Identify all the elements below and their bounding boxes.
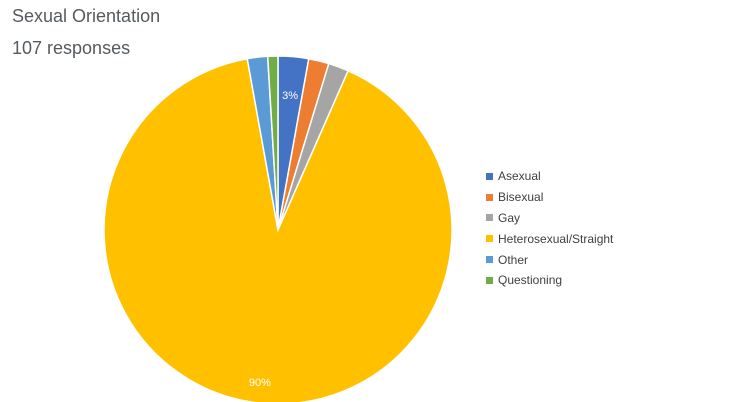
legend-swatch <box>486 172 493 180</box>
legend-label: Bisexual <box>498 190 544 205</box>
pie-slice-questioning <box>266 55 279 231</box>
legend-label: Heterosexual/Straight <box>498 231 614 246</box>
data-label-heterosexual-straight: 90% <box>249 377 271 389</box>
legend-swatch <box>486 276 493 284</box>
chart-subtitle: 107 responses <box>12 38 131 58</box>
legend-item-heterosexual-straight: Heterosexual/Straight <box>486 228 613 249</box>
legend-item-gay: Gay <box>486 208 613 229</box>
pie-slice-heterosexual-straight <box>103 57 453 402</box>
chart-title: Sexual Orientation <box>12 6 161 26</box>
data-label-asexual: 3% <box>282 90 298 102</box>
legend-label: Questioning <box>498 273 563 288</box>
legend: Asexual Bisexual Gay Heterosexual/Straight O… <box>486 166 613 291</box>
legend-label: Gay <box>498 210 521 225</box>
legend-item-other: Other <box>486 249 613 270</box>
legend-label: Other <box>498 252 529 267</box>
legend-swatch <box>486 214 493 222</box>
legend-item-asexual: Asexual <box>486 166 613 187</box>
legend-swatch <box>486 193 493 201</box>
legend-swatch <box>486 256 493 264</box>
legend-swatch <box>486 235 493 243</box>
legend-item-questioning: Questioning <box>486 270 613 291</box>
legend-item-bisexual: Bisexual <box>486 187 613 208</box>
legend-label: Asexual <box>498 169 541 184</box>
